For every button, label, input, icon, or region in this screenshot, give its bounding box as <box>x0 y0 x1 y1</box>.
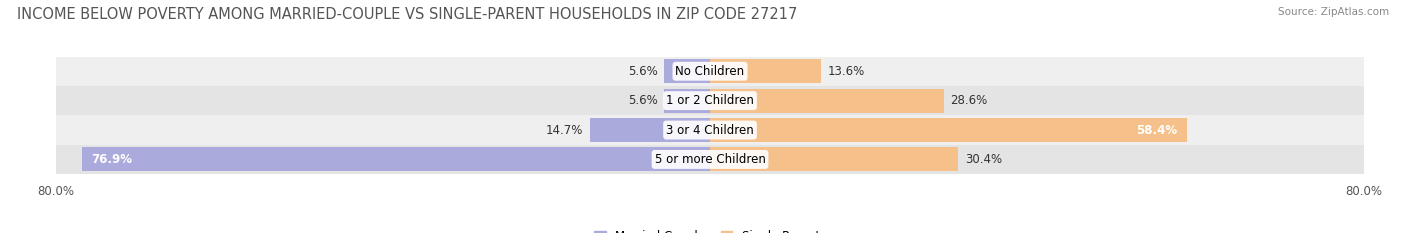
Text: 5.6%: 5.6% <box>628 65 658 78</box>
Bar <box>56 57 1364 86</box>
Text: 30.4%: 30.4% <box>965 153 1002 166</box>
Bar <box>664 59 710 83</box>
Bar <box>710 59 821 83</box>
Text: INCOME BELOW POVERTY AMONG MARRIED-COUPLE VS SINGLE-PARENT HOUSEHOLDS IN ZIP COD: INCOME BELOW POVERTY AMONG MARRIED-COUPL… <box>17 7 797 22</box>
Text: 58.4%: 58.4% <box>1136 123 1177 137</box>
Bar <box>591 118 710 142</box>
Bar <box>56 86 1364 115</box>
Text: Source: ZipAtlas.com: Source: ZipAtlas.com <box>1278 7 1389 17</box>
Text: 3 or 4 Children: 3 or 4 Children <box>666 123 754 137</box>
Bar <box>710 118 1187 142</box>
Text: 14.7%: 14.7% <box>546 123 583 137</box>
Bar <box>56 145 1364 174</box>
Bar <box>56 115 1364 145</box>
Text: 5 or more Children: 5 or more Children <box>655 153 765 166</box>
Text: 13.6%: 13.6% <box>828 65 865 78</box>
Text: 1 or 2 Children: 1 or 2 Children <box>666 94 754 107</box>
Bar <box>664 89 710 113</box>
Legend: Married Couples, Single Parents: Married Couples, Single Parents <box>589 225 831 233</box>
Bar <box>710 89 943 113</box>
Text: 28.6%: 28.6% <box>950 94 987 107</box>
Bar <box>710 147 959 171</box>
Text: 76.9%: 76.9% <box>91 153 132 166</box>
Bar <box>82 147 710 171</box>
Text: No Children: No Children <box>675 65 745 78</box>
Text: 5.6%: 5.6% <box>628 94 658 107</box>
